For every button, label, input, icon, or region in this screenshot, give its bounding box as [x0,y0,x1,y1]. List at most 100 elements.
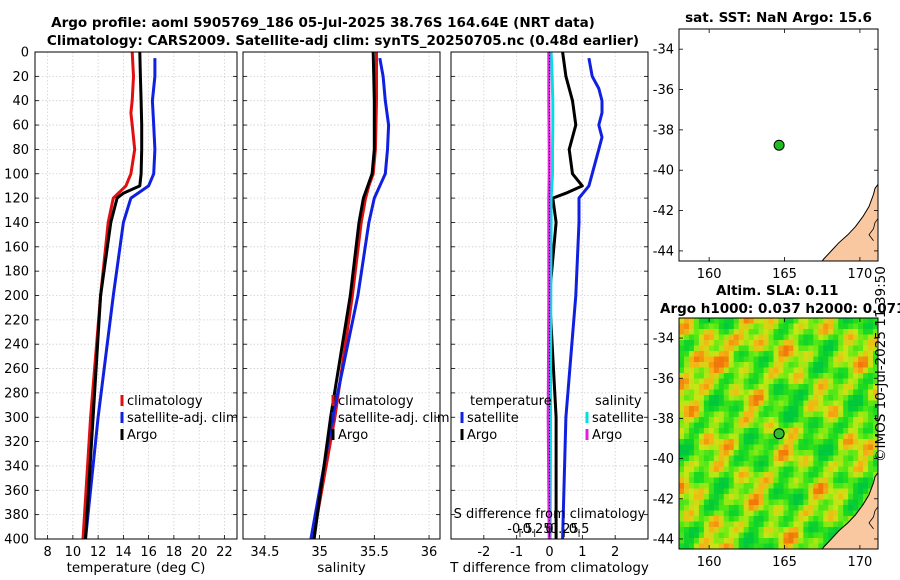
sla-cell [763,417,770,424]
sla-cell [763,318,770,325]
sla-cell [818,505,824,512]
sla-cell [773,532,780,539]
sla-cell [823,439,829,446]
sla-cell [788,444,795,451]
sla-cell [813,334,819,341]
sla-cell [783,477,790,484]
sla-cell [773,510,780,517]
sla-cell [723,417,730,424]
sla-cell [863,483,869,490]
sla-cell [873,406,878,413]
sla-cell [733,532,740,539]
sla-cell [818,477,824,484]
sla-cell [768,351,775,358]
sla-cell [728,411,735,418]
sla-cell [788,340,795,347]
sla-cell [718,439,725,446]
depth-tick-label: 400 [4,533,29,548]
sla-cell [833,510,839,517]
sla-cell [858,389,864,396]
sla-cell [728,477,735,484]
sla-cell [778,417,785,424]
sla-cell [733,389,740,396]
sla-cell [823,318,829,325]
sla-cell [803,455,809,462]
sla-cell [828,499,834,506]
sla-cell [813,395,819,402]
sla-cell [853,461,859,468]
temperature-x-tick-label: 14 [115,545,132,560]
sla-cell [833,395,839,402]
sla-cell [728,373,735,380]
sla-cell [698,417,705,424]
sla-cell [828,488,834,495]
sla-cell [768,521,775,528]
sla-cell [693,439,700,446]
sla-cell [813,356,819,363]
sla-cell [813,516,819,523]
sla-cell [848,510,854,517]
sla-cell [738,527,745,534]
sst-x-tick-label: 165 [772,267,797,282]
sla-cell [708,466,715,473]
sla-cell [768,384,775,391]
sla-cell [768,417,775,424]
sla-cell [753,428,760,435]
sla-cell [828,505,834,512]
difference-s-tick-label: -0.5 [507,522,532,537]
sla-cell [813,477,819,484]
sla-cell [808,422,814,429]
sla-cell [783,510,790,517]
sla-cell [748,532,755,539]
sla-cell [753,450,760,457]
sla-cell [848,466,854,473]
sla-cell [723,334,730,341]
sla-cell [858,411,864,418]
difference-series-t-satellite [561,57,604,540]
sla-cell [733,499,740,506]
sla-cell [768,510,775,517]
sla-cell [868,362,874,369]
sla-cell [788,527,795,534]
sla-cell [698,505,705,512]
sla-cell [718,373,725,380]
sla-cell [693,367,700,374]
sla-cell [748,461,755,468]
sla-cell [808,384,814,391]
sla-cell [753,362,760,369]
sla-cell [823,499,829,506]
sla-cell [713,494,720,501]
sla-cell [703,466,710,473]
sla-cell [753,433,760,440]
sla-cell [748,422,755,429]
sla-cell [703,521,710,528]
sla-cell [823,373,829,380]
sla-cell [698,389,705,396]
sla-cell [738,477,745,484]
sla-cell [718,483,725,490]
sla-cell [743,378,750,385]
sla-cell [748,406,755,413]
sla-cell [713,384,720,391]
sla-cell [748,362,755,369]
sla-cell [768,494,775,501]
sla-cell [813,384,819,391]
sla-cell [713,356,720,363]
sla-cell [838,378,844,385]
sla-cell [833,477,839,484]
sla-cell [838,422,844,429]
sla-cell [778,378,785,385]
sla-cell [733,472,740,479]
sla-cell [823,356,829,363]
sla-cell [733,378,740,385]
sla-cell [748,488,755,495]
sla-cell [683,433,690,440]
sla-cell [793,378,799,385]
sla-cell [693,455,700,462]
sla-cell [733,444,740,451]
sla-cell [748,378,755,385]
sla-cell [743,532,750,539]
sla-cell [688,395,695,402]
sla-cell [823,378,829,385]
sla-cell [693,499,700,506]
